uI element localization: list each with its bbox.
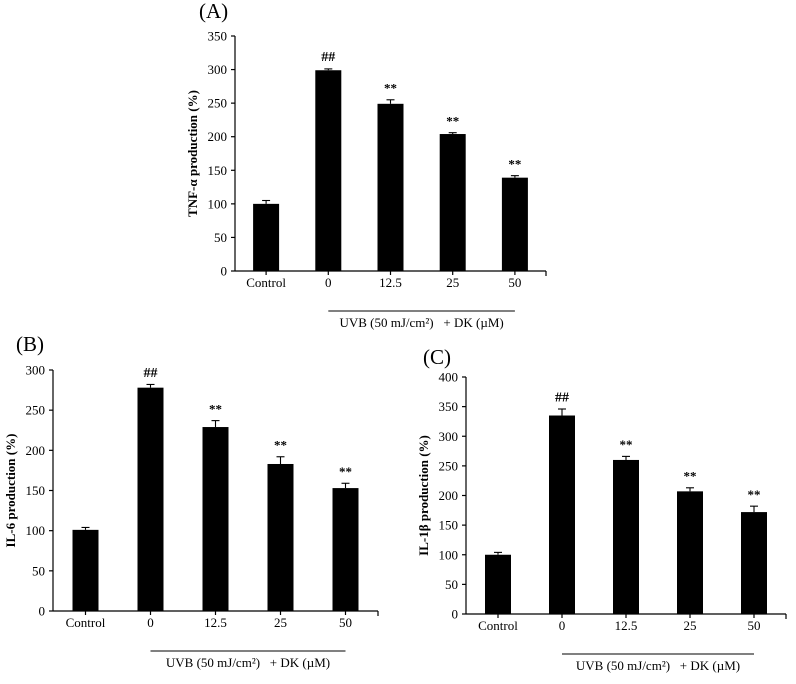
svg-text:250: 250 [26,403,46,418]
svg-text:100: 100 [439,547,459,562]
svg-text:Control: Control [66,615,106,630]
svg-text:300: 300 [439,429,459,444]
svg-text:0: 0 [221,264,228,279]
svg-text:350: 350 [208,29,228,44]
svg-text:50: 50 [445,577,458,592]
svg-text:12.5: 12.5 [204,615,227,630]
svg-text:**: ** [446,114,459,129]
svg-text:TNF-α production (%): TNF-α production (%) [185,90,200,217]
svg-text:25: 25 [446,275,459,290]
svg-text:##: ## [144,366,158,381]
svg-text:25: 25 [274,615,287,630]
svg-text:0: 0 [39,604,46,619]
svg-text:150: 150 [26,483,46,498]
svg-text:0: 0 [147,615,154,630]
svg-text:**: ** [748,487,761,502]
svg-text:200: 200 [26,443,46,458]
svg-text:50: 50 [748,618,761,633]
svg-text:50: 50 [508,275,521,290]
svg-text:**: ** [684,469,697,484]
svg-text:25: 25 [684,618,697,633]
svg-text:##: ## [555,390,569,405]
svg-text:100: 100 [26,523,46,538]
svg-text:12.5: 12.5 [615,618,638,633]
svg-text:##: ## [321,50,335,65]
svg-text:400: 400 [439,370,459,385]
svg-text:IL-6 production (%): IL-6 production (%) [3,434,18,548]
svg-text:50: 50 [339,615,352,630]
svg-text:50: 50 [32,563,45,578]
svg-text:**: ** [508,157,521,172]
svg-text:300: 300 [26,363,46,378]
svg-text:UVB (50 mJ/cm²) + DK (µM): UVB (50 mJ/cm²) + DK (µM) [166,655,330,670]
svg-text:UVB (50 mJ/cm²) + DK (µM): UVB (50 mJ/cm²) + DK (µM) [576,658,740,673]
svg-text:(B): (B) [16,332,44,356]
svg-text:150: 150 [208,163,228,178]
svg-text:100: 100 [208,196,228,211]
svg-text:200: 200 [208,129,228,144]
svg-text:200: 200 [439,488,459,503]
svg-text:0: 0 [325,275,332,290]
svg-text:Control: Control [246,275,286,290]
svg-text:50: 50 [214,230,227,245]
svg-text:250: 250 [439,458,459,473]
svg-text:**: ** [384,81,397,96]
svg-text:UVB (50 mJ/cm²) + DK (µM): UVB (50 mJ/cm²) + DK (µM) [339,315,503,330]
svg-text:150: 150 [439,518,459,533]
svg-text:(C): (C) [423,345,451,369]
svg-text:350: 350 [439,399,459,414]
svg-text:**: ** [209,401,222,416]
svg-text:250: 250 [208,96,228,111]
svg-text:**: ** [274,438,287,453]
svg-text:12.5: 12.5 [379,275,402,290]
svg-text:0: 0 [452,607,459,622]
svg-text:IL-1β production (%): IL-1β production (%) [416,435,431,556]
svg-text:(A): (A) [199,0,228,23]
svg-text:Control: Control [478,618,518,633]
svg-text:300: 300 [208,62,228,77]
svg-text:**: ** [339,464,352,479]
svg-text:**: ** [620,437,633,452]
svg-text:0: 0 [559,618,566,633]
